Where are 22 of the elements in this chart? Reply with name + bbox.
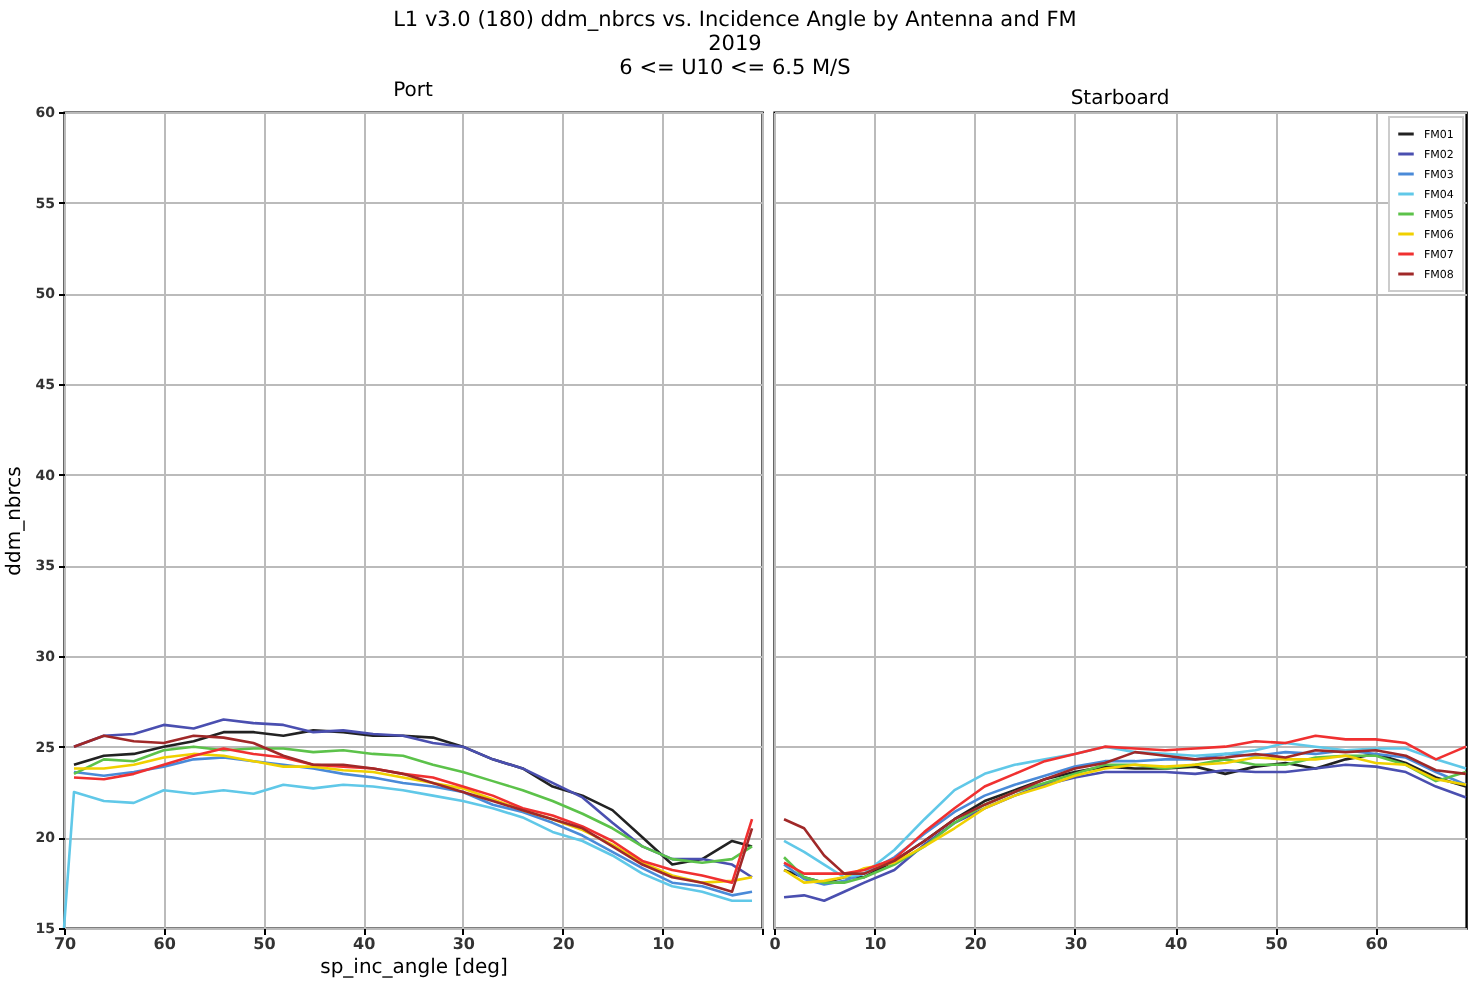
chart-title: Port xyxy=(393,80,433,102)
x-tick-label: 60 xyxy=(1365,935,1389,953)
x-tick-label: 50 xyxy=(1265,935,1289,953)
x-tick-label: 20 xyxy=(964,935,988,953)
x-tick-label: 50 xyxy=(253,935,277,953)
chart-title: Starboard xyxy=(1070,88,1170,110)
x-tick-label: 70 xyxy=(53,935,77,953)
x-tick-label: 40 xyxy=(1165,935,1189,953)
text: 2019 xyxy=(708,31,762,56)
text: 6 <= U10 <= 6.5 M/S xyxy=(619,55,852,80)
x-tick-label: 40 xyxy=(353,935,377,953)
x-tick-label: 20 xyxy=(552,935,576,953)
x-tick-label: 30 xyxy=(452,935,476,953)
line-series xyxy=(62,783,754,930)
y-axis-title: ddm_nbrcs xyxy=(3,466,26,576)
x-tick-label: 60 xyxy=(153,935,177,953)
x-tick-label: 0 xyxy=(769,935,782,953)
x-tick-label: 10 xyxy=(652,935,676,953)
text: L1 v3.0 (180) ddm_nbrcs vs. Incidence Angle by Antenna and FM xyxy=(393,7,1077,32)
x-tick-label: 30 xyxy=(1064,935,1088,953)
x-axis-title: sp_inc_angle [deg] xyxy=(320,957,508,979)
x-tick-label: 10 xyxy=(864,935,888,953)
